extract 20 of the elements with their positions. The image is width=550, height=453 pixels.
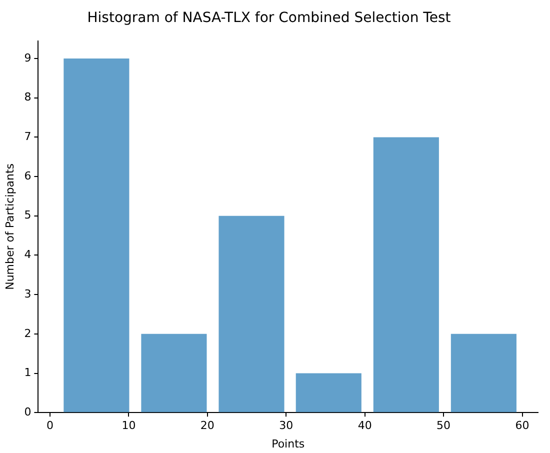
- x-tick-label: 60: [515, 419, 530, 432]
- y-axis-title: Number of Participants: [3, 163, 16, 290]
- x-tick-label: 40: [358, 419, 372, 432]
- y-tick-label: 6: [24, 169, 32, 182]
- y-tick-label: 2: [24, 326, 32, 340]
- x-axis-title: Points: [272, 437, 305, 450]
- y-tick-label: 9: [24, 51, 32, 64]
- y-tick-label: 7: [24, 130, 32, 144]
- chart-title: Histogram of NASA-TLX for Combined Selection Test: [87, 10, 452, 26]
- y-tick-label: 5: [24, 208, 32, 222]
- y-tick-label: 8: [24, 90, 32, 104]
- y-tick-label: 3: [24, 287, 32, 300]
- x-tick-label: 50: [436, 419, 451, 432]
- y-tick-label: 0: [24, 405, 32, 418]
- x-tick-label: 20: [200, 419, 214, 432]
- x-tick-label: 0: [46, 419, 54, 432]
- x-tick-label: 10: [122, 419, 136, 432]
- y-tick-label: 4: [24, 248, 32, 262]
- x-tick-label: 30: [279, 419, 294, 432]
- y-tick-label: 1: [24, 366, 32, 380]
